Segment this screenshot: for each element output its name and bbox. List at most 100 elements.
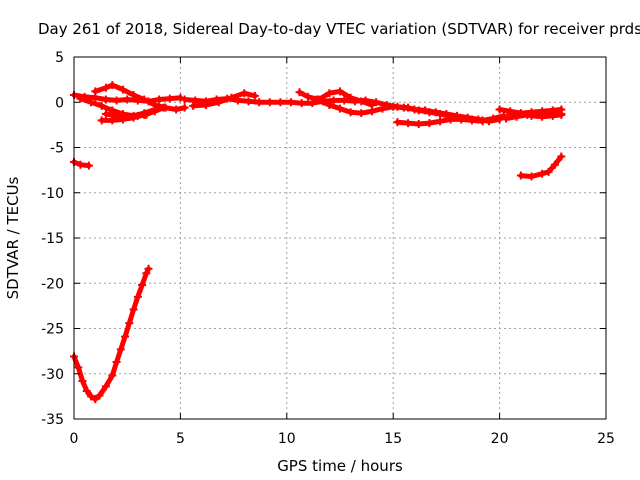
data-point (378, 104, 387, 113)
data-point (295, 88, 304, 97)
data-point (84, 161, 93, 170)
data-point (410, 105, 419, 114)
data-point (548, 111, 557, 120)
data-point (91, 87, 100, 96)
data-point (76, 160, 85, 169)
data-point (250, 91, 259, 100)
x-tick-label: 20 (491, 431, 509, 447)
data-point (123, 95, 132, 104)
series-main-band-m (506, 110, 566, 121)
data-point (495, 105, 504, 114)
data-point (244, 97, 253, 106)
series-main-band-h (295, 87, 376, 109)
x-tick-label: 25 (597, 431, 615, 447)
data-point (76, 94, 85, 103)
data-point (276, 98, 285, 107)
y-tick-label: -15 (41, 231, 64, 247)
y-tick-label: -25 (41, 322, 64, 338)
data-point (112, 357, 121, 366)
data-point (516, 110, 525, 119)
x-tick-label: 5 (176, 431, 185, 447)
data-point (155, 95, 164, 104)
data-point (367, 107, 376, 116)
data-point (227, 93, 236, 102)
axis-ticks: 0 5 10 15 20 25 5 0 -5 -10 -15 -20 -25 -30 -35 (41, 50, 615, 447)
data-point (399, 103, 408, 112)
data-point (133, 292, 142, 301)
data-point (544, 167, 553, 176)
data-point (87, 98, 96, 107)
data-point (144, 264, 153, 273)
data-point (108, 371, 117, 380)
data-point (82, 386, 91, 395)
data-point (357, 97, 366, 106)
data-point (346, 108, 355, 117)
series-short-arc-start (70, 157, 93, 170)
data-point (95, 391, 104, 400)
data-point (336, 104, 344, 113)
data-point (180, 95, 189, 104)
data-point (538, 169, 547, 178)
y-axis-label: SDTVAR / TECUs (4, 176, 22, 299)
series-deep-arc (70, 264, 153, 404)
data-point (201, 100, 210, 109)
data-point (527, 111, 536, 120)
data-point (74, 363, 83, 372)
data-point (129, 91, 138, 100)
data-point (116, 345, 125, 354)
data-point (97, 116, 106, 125)
series-main-band-e (101, 110, 151, 121)
data-point (557, 110, 566, 119)
data-point (140, 95, 149, 104)
data-point (142, 110, 151, 119)
data-point (91, 395, 100, 404)
x-tick-label: 15 (384, 431, 402, 447)
data-series (70, 81, 566, 404)
x-tick-label: 0 (70, 431, 79, 447)
series-short-arc-end (516, 152, 566, 181)
data-point (304, 92, 313, 101)
data-point (312, 95, 321, 104)
data-point (446, 115, 455, 124)
data-point (87, 392, 96, 401)
data-point (214, 98, 223, 107)
data-point (172, 105, 181, 114)
data-point (389, 102, 398, 111)
data-point (97, 101, 106, 110)
data-point (180, 103, 189, 112)
data-point (506, 110, 515, 119)
data-point (414, 119, 423, 128)
y-tick-label: -10 (41, 186, 64, 202)
data-point (297, 99, 306, 108)
data-point (516, 171, 525, 180)
data-point (425, 119, 434, 128)
data-point (336, 87, 344, 96)
y-tick-label: -30 (41, 367, 64, 383)
data-point (101, 95, 110, 104)
data-point (123, 112, 132, 121)
data-point (255, 98, 264, 107)
y-tick-label: 5 (55, 50, 64, 66)
data-point (129, 305, 138, 314)
data-point (189, 101, 198, 110)
data-point (527, 172, 536, 181)
data-point (191, 96, 200, 105)
data-point (501, 114, 510, 123)
x-axis-label: GPS time / hours (277, 457, 403, 475)
data-point (325, 100, 334, 109)
data-point (118, 85, 127, 94)
data-point (78, 376, 87, 385)
chart-title: Day 261 of 2018, Sidereal Day-to-day VTE… (38, 20, 640, 38)
data-point (346, 93, 355, 102)
data-point (142, 269, 151, 278)
data-point (442, 110, 451, 119)
y-tick-label: -20 (41, 276, 64, 292)
x-tick-label: 10 (278, 431, 296, 447)
series-trace (71, 266, 151, 402)
data-point (125, 319, 134, 328)
series-main-band-g (189, 89, 259, 110)
y-tick-label: 0 (55, 95, 64, 111)
data-point (436, 117, 445, 126)
data-point (165, 94, 174, 103)
